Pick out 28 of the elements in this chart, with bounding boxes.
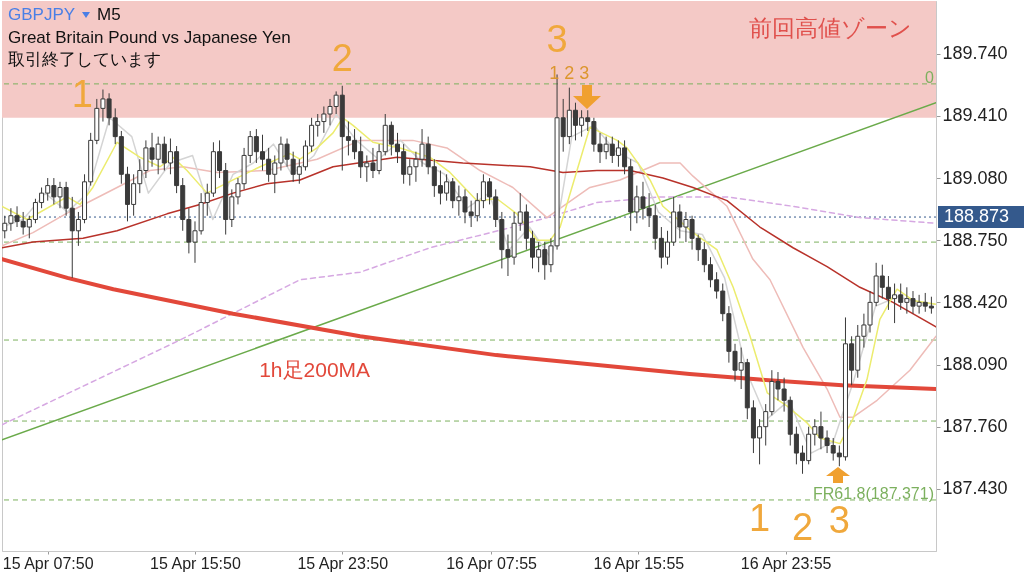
ref-line-label: 188.873 <box>944 206 1010 227</box>
annotation: 3 <box>546 18 568 61</box>
x-tick-label: 16 Apr 23:55 <box>740 554 832 572</box>
x-tick-label: 15 Apr 15:50 <box>150 554 241 572</box>
x-tick-label: 15 Apr 23:50 <box>297 554 389 572</box>
x-tick-label: 15 Apr 07:50 <box>2 554 94 572</box>
annotation: 2 <box>791 506 814 549</box>
y-tick-label: 189.410 <box>942 105 1008 126</box>
annotation: 2 <box>331 37 353 80</box>
y-tick-label: 187.430 <box>942 478 1008 499</box>
y-tick-label: 188.420 <box>942 291 1008 312</box>
y-tick-label: 189.740 <box>942 43 1008 64</box>
annotation: 取引終了しています <box>8 49 161 71</box>
annotation: 0 <box>925 68 935 86</box>
x-tick-label: 16 Apr 07:55 <box>446 554 538 572</box>
y-tick-label: 187.760 <box>942 416 1008 437</box>
y-tick-label: 188.090 <box>942 354 1008 375</box>
annotation: 1 <box>749 496 771 539</box>
x-tick-label: 16 Apr 15:55 <box>593 554 685 572</box>
annotation: 1 <box>71 72 93 115</box>
annotation: 1 2 3 <box>549 62 590 83</box>
y-tick-label: 188.750 <box>942 229 1008 250</box>
band-label: 前回高値ゾーン <box>749 15 912 41</box>
series-label: 1h足200MA <box>259 358 371 382</box>
y-tick-label: 189.080 <box>942 167 1008 188</box>
text: Great Britain Pound vs Japanese Yen <box>8 26 291 49</box>
annotation: M5 <box>97 5 121 24</box>
chart-title: GBPJPY <box>8 5 76 24</box>
